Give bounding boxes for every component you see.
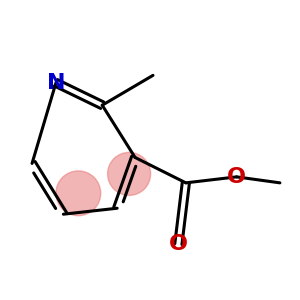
Circle shape <box>56 171 101 216</box>
Text: O: O <box>227 167 246 187</box>
Circle shape <box>108 152 151 195</box>
Text: N: N <box>47 73 65 93</box>
Text: O: O <box>169 234 188 254</box>
